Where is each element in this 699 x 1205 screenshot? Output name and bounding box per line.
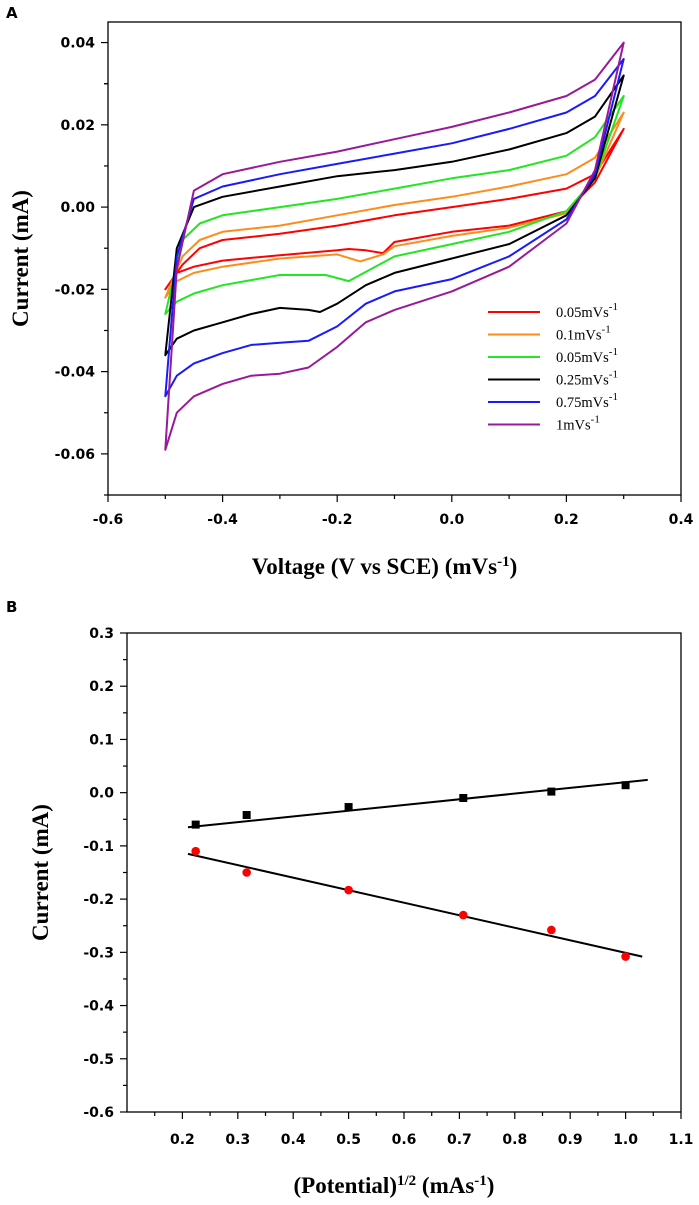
data-point-anodic (621, 781, 630, 790)
y-tick-label: 0.02 (60, 118, 95, 134)
y-axis-title: Current (mA) (8, 190, 33, 327)
x-tick-label: 0.5 (336, 1132, 361, 1148)
data-point-anodic (344, 803, 353, 812)
legend-label: 0.25mVs-1 (556, 369, 618, 389)
y-tick-label: 0.3 (89, 626, 114, 642)
x-tick-label: -0.6 (93, 512, 124, 528)
data-point-cathodic (458, 910, 468, 920)
y-tick-label: 0.2 (89, 679, 114, 695)
y-tick-label: -0.06 (55, 447, 95, 463)
legend-label: 0.1mVs-1 (556, 324, 611, 344)
data-point-cathodic (242, 868, 251, 877)
x-axis-title: Voltage (V vs SCE) (mVs-1) (252, 554, 518, 579)
x-tick-label: 0.2 (554, 512, 579, 528)
data-point-anodic (191, 820, 200, 829)
data-point-cathodic (191, 846, 200, 856)
x-axis-title: (Potential)1/2 (mAs-1) (294, 1173, 495, 1198)
x-tick-label: 1.0 (613, 1132, 638, 1148)
y-tick-label: -0.1 (83, 839, 114, 855)
y-tick-label: -0.2 (83, 892, 114, 908)
y-tick-label: -0.6 (83, 1105, 114, 1121)
x-tick-label: 0.7 (447, 1132, 472, 1148)
y-tick-label: -0.4 (83, 999, 114, 1015)
legend-label: 0.05mVs-1 (556, 301, 618, 321)
x-tick-label: 0.9 (558, 1132, 583, 1148)
cv-curve-5 (164, 58, 625, 398)
x-tick-label: -0.2 (322, 512, 353, 528)
x-tick-label: 0.6 (392, 1132, 417, 1148)
y-tick-label: 0.1 (89, 732, 114, 748)
y-tick-label: -0.5 (83, 1052, 114, 1068)
y-tick-label: -0.3 (83, 945, 114, 961)
legend-label: 1mVs-1 (556, 414, 600, 434)
y-tick-label: -0.04 (55, 365, 96, 381)
x-tick-label: 0.8 (502, 1132, 527, 1148)
cv-curve-4 (164, 74, 625, 357)
cv-curve-6 (164, 41, 625, 451)
y-tick-label: -0.02 (55, 282, 95, 298)
panel-label-a: A (6, 4, 18, 22)
x-tick-label: 0.4 (281, 1132, 306, 1148)
x-tick-label: -0.4 (207, 512, 238, 528)
data-point-cathodic (621, 952, 630, 961)
linear-fit-chart: 0.2 0.3 0.4 0.5 0.6 0.7 0.8 0.9 1.0 1.1 0.3 0.2 0.1 0… (28, 626, 693, 1198)
panel-label-b: B (6, 598, 17, 616)
x-tick-label: 0.4 (669, 512, 694, 528)
x-tick-label: 0.2 (170, 1132, 195, 1148)
y-tick-label: 0.0 (89, 786, 114, 802)
data-point-anodic (459, 793, 468, 802)
x-tick-label: 1.1 (669, 1132, 694, 1148)
data-point-cathodic (547, 925, 556, 935)
data-point-cathodic (344, 885, 353, 895)
x-tick-label: 0.3 (225, 1132, 250, 1148)
fit-line-anodic (187, 778, 648, 829)
y-tick-label: 0.00 (60, 200, 95, 216)
cv-chart: -0.6 -0.4 -0.2 0.0 0.2 0.4 0.04 0.02 0.00 -0.02 -0… (8, 21, 694, 579)
cv-curve-2 (164, 111, 625, 299)
legend-label: 0.75mVs-1 (556, 391, 618, 411)
data-point-anodic (242, 811, 251, 820)
y-tick-label: 0.04 (60, 36, 95, 52)
legend-label: 0.05mVs-1 (556, 346, 618, 366)
fit-line-cathodic (187, 852, 643, 958)
plot-frame (126, 632, 682, 1113)
data-point-anodic (547, 787, 556, 796)
x-tick-label: 0.0 (439, 512, 464, 528)
y-axis-title: Current (mA) (28, 804, 53, 941)
